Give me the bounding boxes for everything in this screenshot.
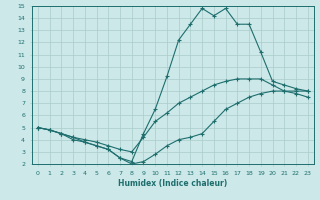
X-axis label: Humidex (Indice chaleur): Humidex (Indice chaleur) [118, 179, 228, 188]
